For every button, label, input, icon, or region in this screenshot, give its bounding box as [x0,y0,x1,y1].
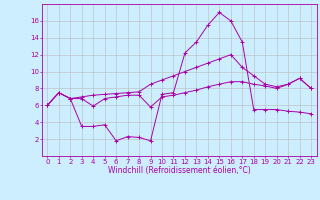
X-axis label: Windchill (Refroidissement éolien,°C): Windchill (Refroidissement éolien,°C) [108,166,251,175]
